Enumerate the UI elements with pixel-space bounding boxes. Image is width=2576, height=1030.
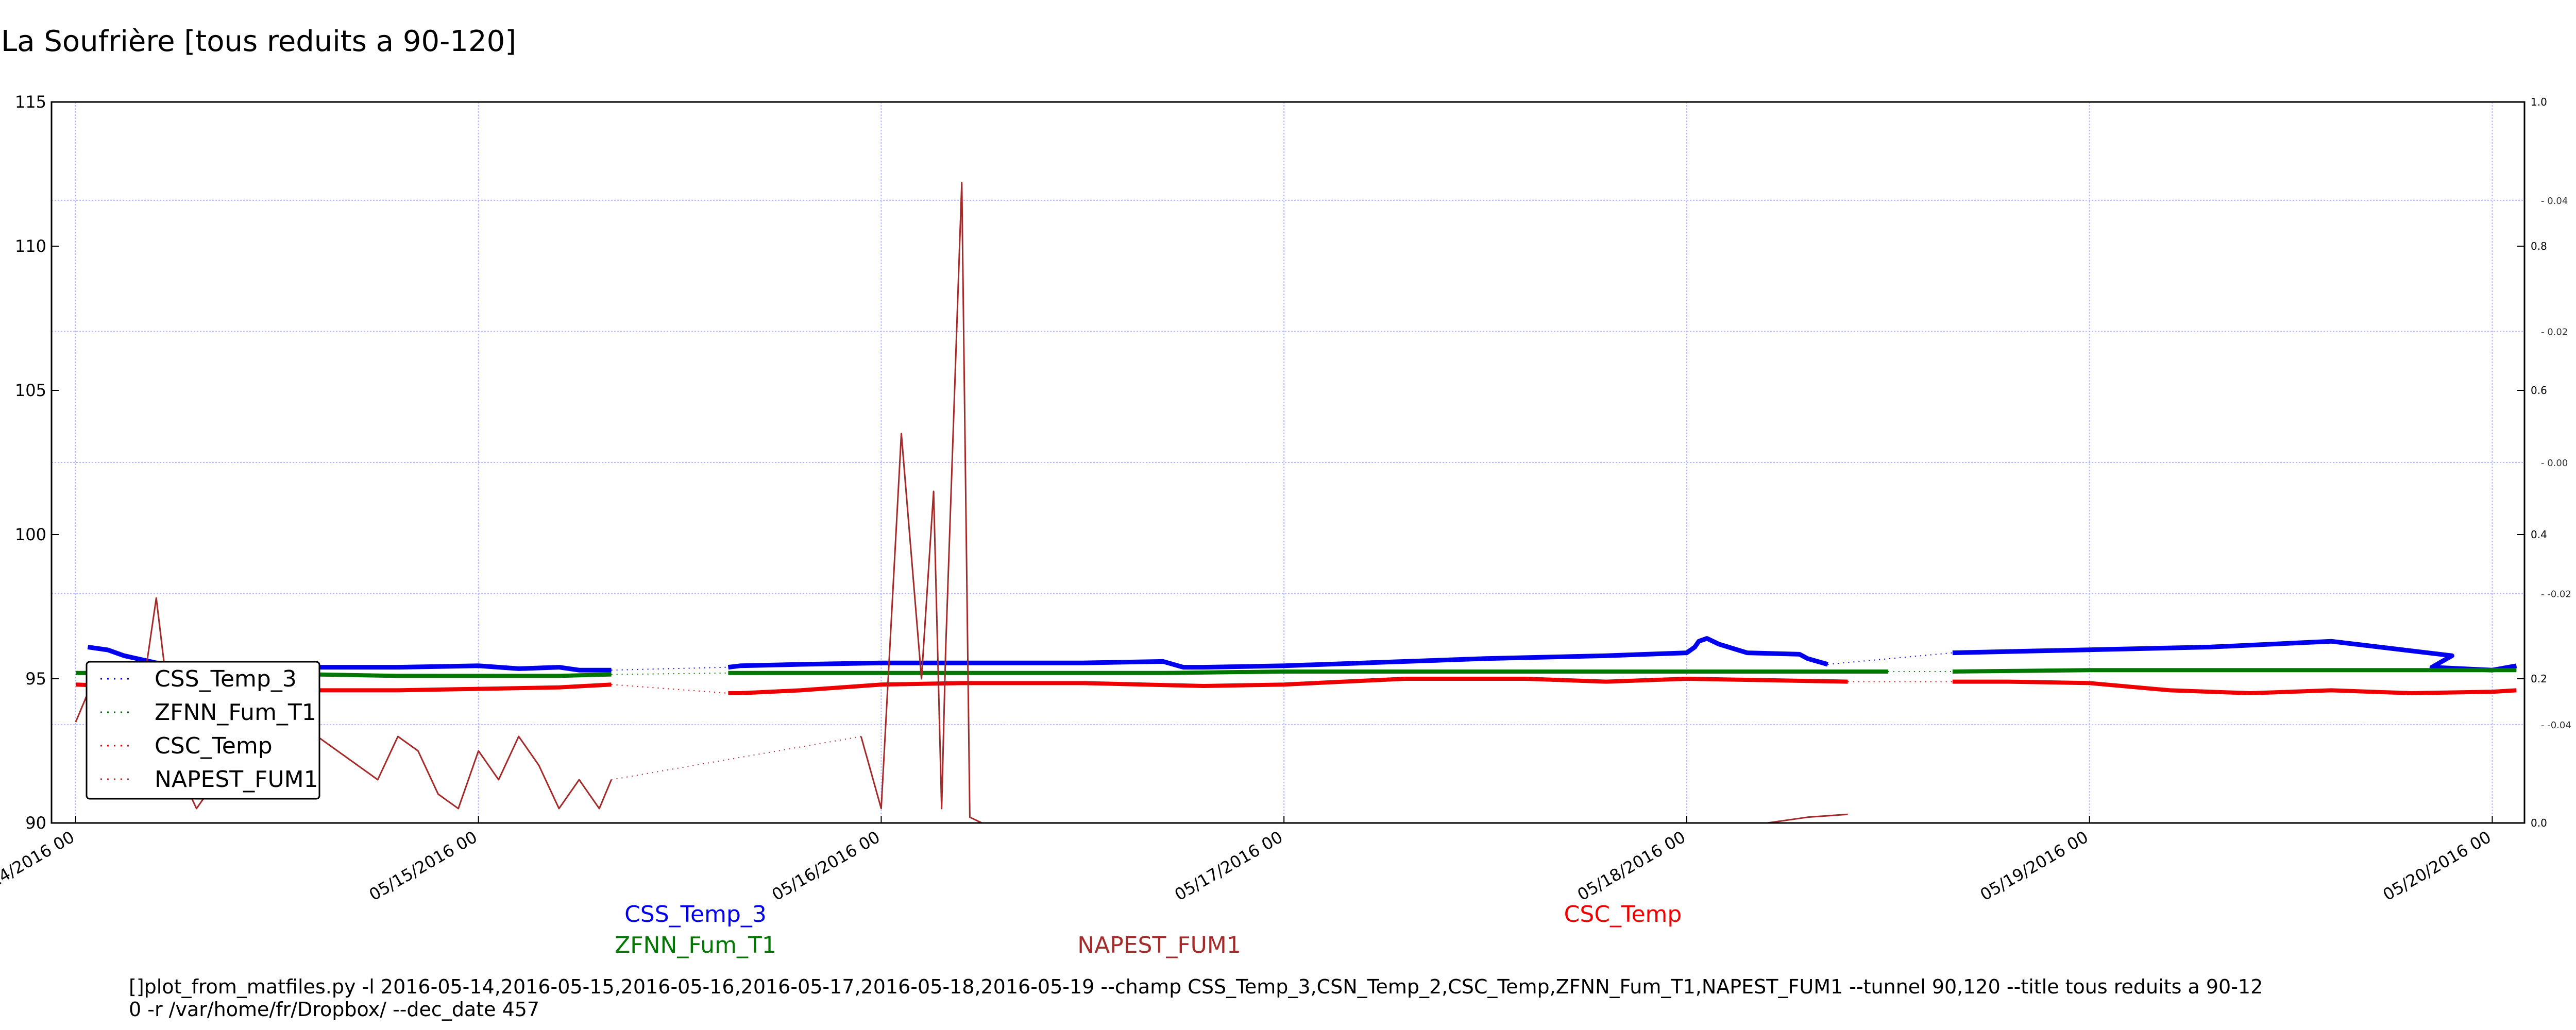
series-line-css-temp-3 — [87, 644, 612, 673]
series-line-zfnn-fum-t1 — [1952, 668, 2517, 674]
right2-tick-label: - -0.02 — [2541, 589, 2571, 600]
series-line-napest-fum1 — [75, 597, 612, 810]
chart-title: La Soufrière [tous reduits a 90-120] — [1, 25, 517, 58]
right-tick-label: 0.4 — [2531, 528, 2547, 541]
right2-tick-label: - -0.04 — [2541, 720, 2571, 731]
series-line-csc-temp — [1952, 679, 2517, 695]
right-tick-label: 1.0 — [2531, 96, 2547, 108]
bottom-label-csc-temp: CSC_Temp — [1564, 901, 1682, 928]
legend: CSS_Temp_3 ZFNN_Fum_T1 CSC_Temp NAPEST_FUM1 — [86, 661, 320, 800]
plot-frame — [50, 101, 2526, 824]
y-tick-label: 95 — [25, 669, 46, 689]
command-line: []plot_from_matfiles.py -l 2016-05-14,20… — [129, 975, 2263, 1021]
y-tick-label: 90 — [25, 813, 46, 833]
series-line-css-temp-3 — [727, 636, 1828, 670]
legend-label-napest-fum1: NAPEST_FUM1 — [155, 766, 318, 793]
bottom-label-napest-fum1: NAPEST_FUM1 — [1077, 932, 1241, 958]
series-gap-css-temp-3 — [1827, 652, 1953, 665]
legend-box — [86, 661, 320, 800]
command-line-2: 0 -r /var/home/fr/Dropbox/ --dec_date 45… — [129, 998, 540, 1021]
y-tick-label: 100 — [15, 525, 46, 544]
legend-label-csc-temp: CSC_Temp — [155, 733, 273, 759]
right-tick-label: 0.2 — [2531, 673, 2547, 685]
right-tick-label: 0.8 — [2531, 240, 2547, 252]
y-tick-label: 115 — [15, 92, 46, 112]
command-line-1: []plot_from_matfiles.py -l 2016-05-14,20… — [129, 975, 2263, 998]
right2-tick-label: - 0.02 — [2541, 327, 2568, 337]
series-line-csc-temp — [728, 677, 1848, 695]
right-tick-label: 0.0 — [2531, 817, 2547, 829]
bottom-label-css-temp-3: CSS_Temp_3 — [624, 901, 767, 928]
right2-tick-label: - 0.00 — [2541, 458, 2568, 469]
y-tick-label: 105 — [15, 381, 46, 400]
grid-layer — [52, 102, 2524, 823]
legend-label-zfnn-fum-t1: ZFNN_Fum_T1 — [155, 699, 316, 726]
y-tick-label: 110 — [15, 236, 46, 256]
bottom-label-zfnn-fum-t1: ZFNN_Fum_T1 — [615, 932, 776, 958]
series-gap-napest-fum1 — [611, 736, 861, 780]
series-line-zfnn-fum-t1 — [728, 670, 1888, 675]
legend-label-css-temp-3: CSS_Temp_3 — [155, 666, 297, 692]
right2-tick-label: - 0.04 — [2541, 196, 2568, 207]
right-tick-label: 0.6 — [2531, 384, 2547, 397]
